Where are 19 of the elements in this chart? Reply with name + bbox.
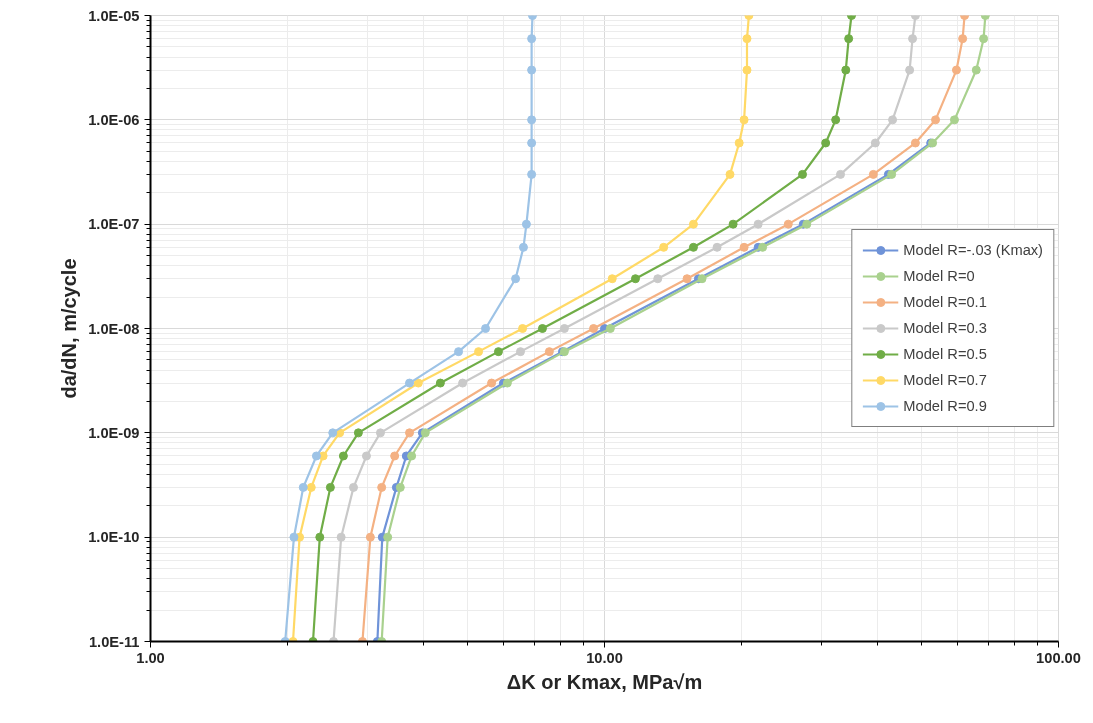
x-tick-label: 100.00 [1036,649,1081,666]
y-tick-label: 1.0E-05 [88,7,140,24]
y-tick-label: 1.0E-11 [88,633,140,650]
y-tick-label: 1.0E-08 [88,320,140,337]
x-tick-label: 10.00 [586,649,623,666]
legend-label: Model R=0.3 [903,320,987,336]
x-tick-label: 1.00 [136,649,165,666]
legend-label: Model R=-.03 (Kmax) [903,242,1043,258]
legend-label: Model R=0.1 [903,294,987,310]
legend-label: Model R=0.9 [903,398,987,414]
legend-label: Model R=0.7 [903,372,987,388]
y-tick-label: 1.0E-07 [88,216,140,233]
y-axis-title: da/dN, m/cycle [58,258,81,399]
y-tick-label: 1.0E-06 [88,111,140,128]
x-axis-title: ΔK or Kmax, MPa√m [506,670,703,693]
y-tick-label: 1.0E-10 [88,529,140,546]
legend-label: Model R=0 [903,268,975,284]
legend-label: Model R=0.5 [903,346,987,362]
y-tick-label: 1.0E-09 [88,424,140,441]
